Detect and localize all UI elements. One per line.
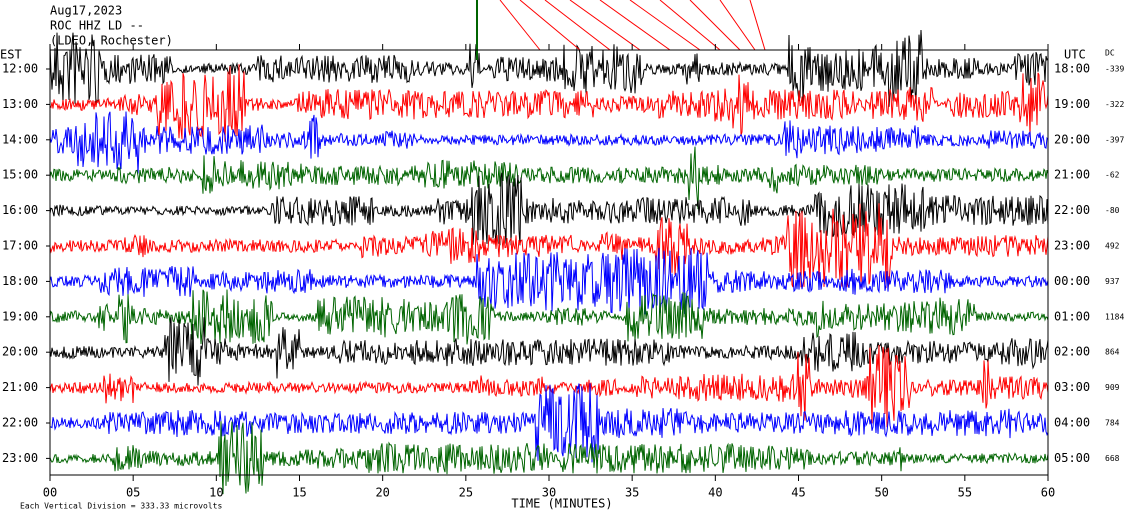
dc-label: 784	[1105, 419, 1120, 428]
trace	[49, 29, 1049, 107]
trace	[49, 344, 1049, 428]
x-tick-label: 30	[542, 486, 556, 500]
x-tick-label: 50	[874, 486, 888, 500]
right-label: 03:00	[1054, 380, 1090, 394]
left-label: 21:00	[2, 380, 38, 394]
dc-title: DC	[1105, 49, 1115, 58]
x-tick-label: 10	[209, 486, 223, 500]
left-label: 22:00	[2, 416, 38, 430]
x-tick-label: 55	[958, 486, 972, 500]
dc-label: -62	[1105, 171, 1120, 180]
left-label: 16:00	[2, 203, 38, 217]
title: Aug17,2023	[50, 4, 122, 18]
traces	[49, 29, 1049, 495]
left-label: 14:00	[2, 132, 38, 146]
footnote: Each Vertical Division = 333.33 microvol…	[20, 502, 222, 511]
trace	[49, 203, 1049, 289]
left-label: 19:00	[2, 309, 38, 323]
x-tick-label: 15	[292, 486, 306, 500]
trace	[49, 146, 1049, 210]
trace	[49, 421, 1049, 495]
x-tick-label: 20	[375, 486, 389, 500]
title: (LDEO, Rochester)	[50, 34, 173, 48]
right-axis-title: UTC	[1064, 48, 1086, 62]
right-label: 04:00	[1054, 416, 1090, 430]
left-axis-title: EST	[0, 48, 22, 62]
right-label: 01:00	[1054, 309, 1090, 323]
dc-label: 909	[1105, 383, 1120, 392]
right-label: 02:00	[1054, 345, 1090, 359]
x-tick-label: 35	[625, 486, 639, 500]
trace	[49, 383, 1049, 463]
right-label: 20:00	[1054, 132, 1090, 146]
right-label: 19:00	[1054, 97, 1090, 111]
right-label: 00:00	[1054, 274, 1090, 288]
dc-label: 1184	[1105, 312, 1124, 321]
trace	[49, 64, 1049, 142]
dc-label: -397	[1105, 135, 1124, 144]
right-label: 05:00	[1054, 451, 1090, 465]
x-axis-label: TIME (MINUTES)	[511, 497, 612, 511]
right-label: 23:00	[1054, 239, 1090, 253]
left-label: 18:00	[2, 274, 38, 288]
left-label: 15:00	[2, 168, 38, 182]
left-label: 23:00	[2, 451, 38, 465]
trace	[49, 172, 1049, 246]
x-tick-label: 25	[459, 486, 473, 500]
dc-label: 864	[1105, 348, 1120, 357]
trace	[49, 317, 1049, 386]
x-tick-label: 45	[791, 486, 805, 500]
dc-label: 492	[1105, 242, 1120, 251]
x-tick-label: 40	[708, 486, 722, 500]
x-tick-label: 00	[43, 486, 57, 500]
x-tick-label: 05	[126, 486, 140, 500]
dc-label: -339	[1105, 65, 1124, 74]
trace	[49, 247, 1049, 315]
trace	[49, 111, 1049, 174]
right-label: 21:00	[1054, 168, 1090, 182]
dc-label: -80	[1105, 206, 1120, 215]
event-markers	[499, 0, 766, 51]
left-label: 13:00	[2, 97, 38, 111]
trace	[49, 289, 1049, 345]
dc-label: -322	[1105, 100, 1124, 109]
right-label: 18:00	[1054, 62, 1090, 76]
left-label: 17:00	[2, 239, 38, 253]
dc-label: 937	[1105, 277, 1120, 286]
title: ROC HHZ LD --	[50, 19, 144, 33]
left-label: 12:00	[2, 62, 38, 76]
x-tick-label: 60	[1041, 486, 1055, 500]
right-label: 22:00	[1054, 203, 1090, 217]
dc-label: 668	[1105, 454, 1120, 463]
left-label: 20:00	[2, 345, 38, 359]
